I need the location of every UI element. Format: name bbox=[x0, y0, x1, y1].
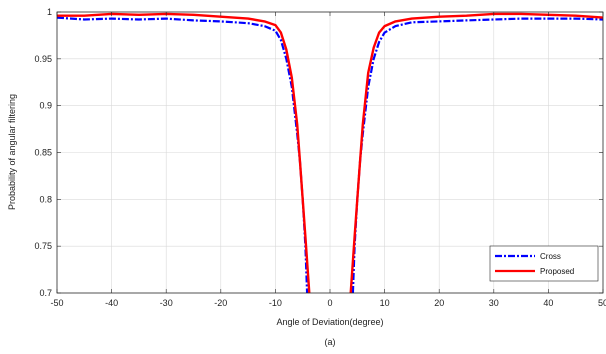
y-tick-label: 0.7 bbox=[39, 288, 52, 298]
x-tick-label: -40 bbox=[105, 298, 118, 308]
y-tick-label: 0.95 bbox=[34, 54, 52, 64]
y-tick-label: 0.85 bbox=[34, 148, 52, 158]
x-tick-label: 20 bbox=[434, 298, 444, 308]
y-tick-label: 0.75 bbox=[34, 241, 52, 251]
x-tick-label: 0 bbox=[327, 298, 332, 308]
series-line-cross-right bbox=[351, 17, 604, 294]
series-line-proposed-right bbox=[349, 12, 604, 294]
figure-caption: (a) bbox=[325, 337, 336, 347]
x-axis-label: Angle of Deviation(degree) bbox=[276, 317, 383, 327]
x-tick-label: 30 bbox=[489, 298, 499, 308]
legend-label-proposed: Proposed bbox=[540, 267, 574, 276]
y-tick-label: 0.8 bbox=[39, 194, 52, 204]
legend-box bbox=[489, 245, 599, 282]
x-tick-label: -50 bbox=[50, 298, 63, 308]
legend-label-cross: Cross bbox=[540, 252, 561, 261]
y-tick-label: 0.9 bbox=[39, 101, 52, 111]
x-tick-label: -30 bbox=[160, 298, 173, 308]
x-tick-label: -10 bbox=[269, 298, 282, 308]
x-tick-label: -20 bbox=[214, 298, 227, 308]
x-tick-label: 50 bbox=[598, 298, 606, 308]
series-layer bbox=[56, 12, 604, 294]
axis-ticks: -50 -40 -30 -20 -10 0 10 20 30 40 50 0.7 0.75 0.8 0.85… bbox=[34, 7, 606, 308]
x-tick-label: 40 bbox=[543, 298, 553, 308]
x-tick-label: 10 bbox=[380, 298, 390, 308]
y-tick-label: 1 bbox=[47, 7, 52, 17]
series-line-proposed-left bbox=[57, 12, 311, 294]
legend: Cross Proposed bbox=[489, 245, 599, 282]
y-axis-label: Probability of angular filtering bbox=[7, 94, 17, 210]
